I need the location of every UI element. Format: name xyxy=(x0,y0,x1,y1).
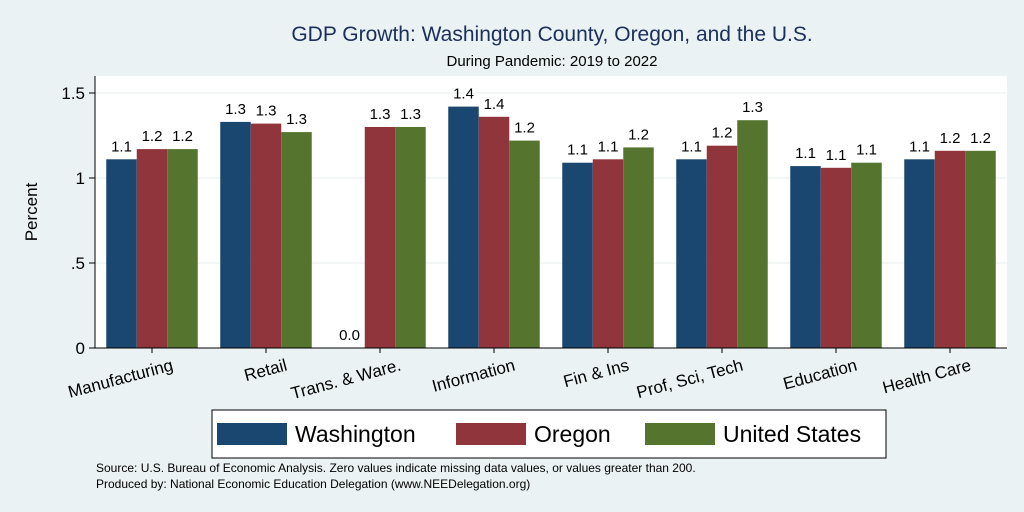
bar-oregon xyxy=(136,149,168,348)
data-label-oregon: 1.4 xyxy=(484,96,505,113)
y-tick-label: 1.5 xyxy=(61,84,85,103)
bar-oregon xyxy=(364,127,396,348)
legend-label-washington: Washington xyxy=(295,421,416,447)
data-label-oregon: 1.2 xyxy=(712,125,733,142)
y-tick-label: 1 xyxy=(76,169,85,188)
x-tick-label: Trans. & Ware. xyxy=(289,356,403,404)
legend-swatch-united-states xyxy=(645,423,715,445)
bar-united-states xyxy=(965,150,996,348)
bar-washington xyxy=(220,121,251,349)
data-label-washington: 1.3 xyxy=(225,101,246,118)
x-tick-label: Fin & Ins xyxy=(561,356,631,392)
bar-oregon xyxy=(820,167,852,348)
bar-washington xyxy=(562,162,593,348)
data-label-washington: 1.4 xyxy=(453,86,474,103)
bar-oregon xyxy=(592,159,624,348)
data-label-washington: 1.1 xyxy=(795,145,816,162)
data-label-washington: 1.1 xyxy=(681,138,702,155)
legend-swatch-oregon xyxy=(456,423,526,445)
bar-washington xyxy=(790,166,821,348)
bar-united-states xyxy=(167,149,198,348)
data-label-united-states: 1.3 xyxy=(400,106,421,123)
data-label-united-states: 1.3 xyxy=(286,111,307,128)
x-tick-label: Health Care xyxy=(880,356,973,398)
data-label-oregon: 1.3 xyxy=(370,106,391,123)
x-tick-label: Retail xyxy=(242,356,289,386)
data-label-united-states: 1.1 xyxy=(856,142,877,159)
legend: Washington Oregon United States xyxy=(211,409,887,459)
bar-oregon xyxy=(478,116,510,348)
data-label-oregon: 1.3 xyxy=(256,103,277,120)
data-label-united-states: 1.2 xyxy=(172,128,193,145)
data-label-oregon: 1.2 xyxy=(142,128,163,145)
bar-united-states xyxy=(851,162,882,348)
legend-label-oregon: Oregon xyxy=(534,421,611,447)
data-label-washington: 0.0 xyxy=(339,327,360,344)
data-labels: 1.1 1.2 1.2 1.3 1.3 1.3 0.0 1.3 1.3 1.4 1.4 1.2 1.1 1… xyxy=(111,86,991,344)
data-label-washington: 1.1 xyxy=(909,138,930,155)
data-label-united-states: 1.2 xyxy=(970,130,991,147)
y-axis-label: Percent xyxy=(22,182,41,241)
bar-washington xyxy=(448,106,479,348)
bar-washington xyxy=(676,159,707,348)
bar-oregon xyxy=(250,123,282,348)
y-tick-label: .5 xyxy=(71,254,85,273)
data-label-oregon: 1.1 xyxy=(598,138,619,155)
legend-swatch-washington xyxy=(217,423,287,445)
data-label-oregon: 1.1 xyxy=(826,147,847,164)
data-label-united-states: 1.2 xyxy=(628,126,649,143)
data-label-united-states: 1.2 xyxy=(514,120,535,137)
bars xyxy=(106,106,996,349)
chart-title: GDP Growth: Washington County, Oregon, a… xyxy=(291,23,812,46)
bar-oregon xyxy=(934,150,966,348)
x-tick-label: Education xyxy=(781,356,859,394)
legend-box xyxy=(211,409,887,459)
bar-united-states xyxy=(737,120,768,348)
x-tick-label: Manufacturing xyxy=(66,356,175,402)
bar-united-states xyxy=(509,140,540,348)
bar-united-states xyxy=(281,132,312,348)
produced-by-note: Produced by: National Economic Education… xyxy=(96,477,530,491)
bar-washington xyxy=(904,159,935,348)
data-label-united-states: 1.3 xyxy=(742,99,763,116)
x-tick-label: Information xyxy=(430,356,517,396)
source-note: Source: U.S. Bureau of Economic Analysis… xyxy=(96,461,696,475)
bar-united-states xyxy=(395,127,426,348)
bar-united-states xyxy=(623,147,654,348)
data-label-washington: 1.1 xyxy=(111,138,132,155)
y-tick-label: 0 xyxy=(76,339,85,358)
bar-oregon xyxy=(706,145,738,348)
data-label-oregon: 1.2 xyxy=(940,130,961,147)
legend-label-united-states: United States xyxy=(723,421,861,447)
data-label-washington: 1.1 xyxy=(567,142,588,159)
x-tick-label: Prof, Sci, Tech xyxy=(635,356,745,403)
chart-subtitle: During Pandemic: 2019 to 2022 xyxy=(447,53,658,70)
bar-washington xyxy=(106,159,137,348)
